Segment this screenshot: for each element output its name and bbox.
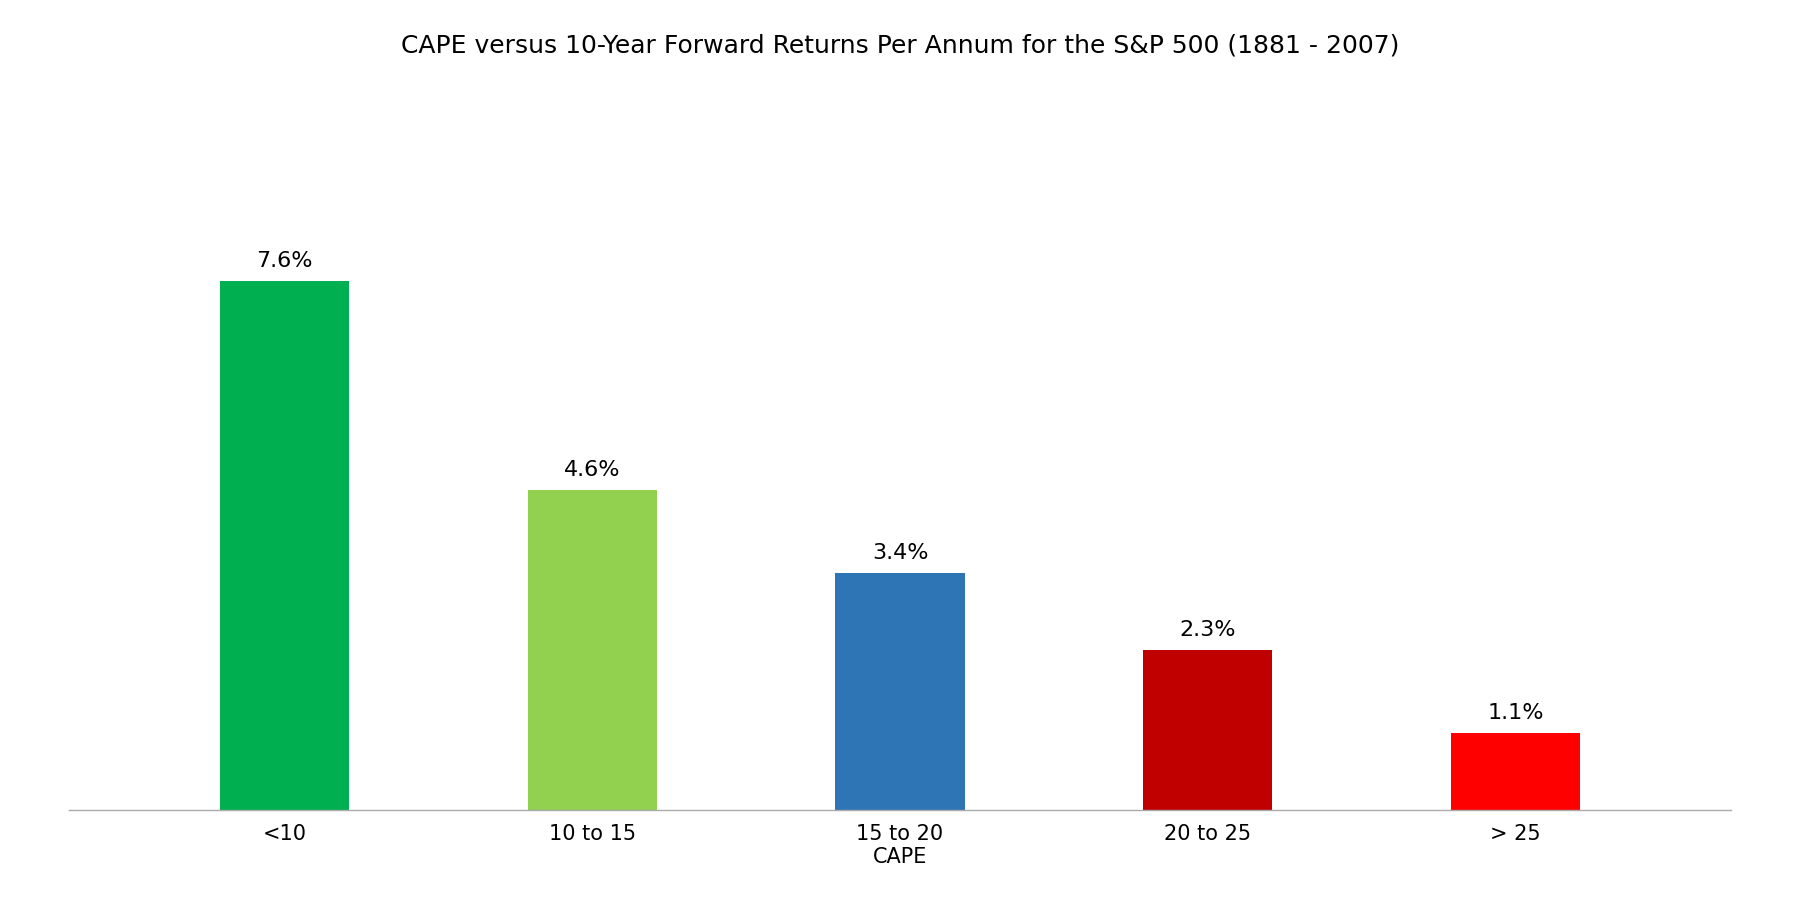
Text: 4.6%: 4.6%	[563, 460, 621, 480]
Bar	[835, 573, 965, 810]
Title: CAPE versus 10-Year Forward Returns Per Annum for the S&P 500 (1881 - 2007): CAPE versus 10-Year Forward Returns Per …	[401, 33, 1399, 57]
Text: 1.1%: 1.1%	[1487, 703, 1544, 723]
Bar	[527, 490, 657, 810]
Bar	[1451, 734, 1580, 810]
Bar	[1143, 650, 1273, 810]
Text: 3.4%: 3.4%	[871, 543, 929, 563]
Text: 2.3%: 2.3%	[1179, 619, 1237, 640]
Text: 7.6%: 7.6%	[256, 251, 313, 271]
Bar	[220, 282, 349, 810]
